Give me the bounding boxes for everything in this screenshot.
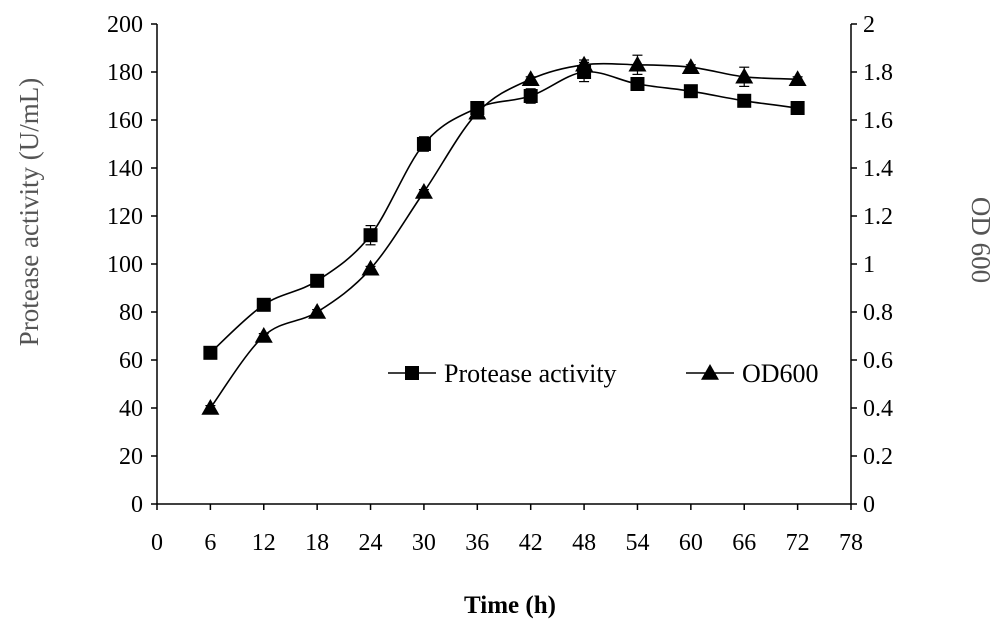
marker-protease [256, 297, 271, 312]
legend: Protease activity OD600 [388, 359, 819, 388]
legend-label-od600: OD600 [742, 359, 819, 388]
y-tick-label: 160 [107, 108, 143, 134]
y2-tick-label: 1.4 [863, 156, 893, 182]
marker-protease [310, 273, 325, 288]
y-axis-title: Protease activity (U/mL) [14, 78, 44, 346]
error-bars [205, 54, 803, 411]
x-tick-label: 48 [572, 530, 596, 556]
legend-marker-od600 [701, 364, 719, 380]
x-tick-label: 72 [786, 530, 810, 556]
y-tick-label: 140 [107, 156, 143, 182]
marker-protease [737, 93, 752, 108]
x-tick-label: 0 [151, 530, 163, 556]
y-tick-label: 60 [119, 348, 143, 374]
marker-od600 [575, 55, 594, 72]
marker-od600 [681, 58, 700, 74]
y2-tick-label: 0.6 [863, 348, 893, 374]
x-tick-label: 12 [252, 530, 276, 556]
y2-tick-label: 1.2 [863, 204, 893, 230]
x-axis-title: Time (h) [464, 592, 556, 619]
ticks: 0 6 12 18 24 30 36 42 48 54 60 66 72 7802040608010012… [107, 12, 893, 556]
x-tick-label: 30 [412, 530, 436, 556]
series-lines [209, 62, 798, 409]
marker-od600 [788, 70, 807, 86]
y-tick-label: 120 [107, 204, 143, 230]
series-line-od600 [209, 62, 798, 409]
marker-protease [523, 89, 538, 103]
legend-marker-protease [405, 366, 419, 380]
y2-tick-label: 0.2 [863, 444, 893, 470]
x-tick-label: 24 [359, 530, 383, 556]
x-tick-label: 54 [625, 530, 649, 556]
legend-label-protease: Protease activity [444, 359, 617, 388]
marker-od600 [414, 183, 433, 199]
y-tick-label: 80 [119, 300, 143, 326]
y-tick-label: 200 [107, 12, 143, 38]
x-tick-label: 42 [519, 530, 543, 556]
x-tick-label: 60 [679, 530, 703, 556]
y2-tick-label: 2 [863, 12, 875, 38]
marker-protease [203, 345, 218, 360]
y-tick-label: 20 [119, 444, 143, 470]
y2-tick-label: 0.4 [863, 396, 893, 422]
y2-tick-label: 0 [863, 492, 875, 518]
y2-tick-label: 0.8 [863, 300, 893, 326]
x-tick-label: 6 [204, 530, 216, 556]
marker-protease [683, 84, 698, 99]
marker-od600 [628, 55, 647, 72]
marker-od600 [201, 399, 220, 415]
y2-tick-label: 1.6 [863, 108, 893, 134]
y-tick-label: 40 [119, 396, 143, 422]
y-tick-label: 180 [107, 60, 143, 86]
x-tick-label: 36 [465, 530, 489, 556]
y-tick-label: 100 [107, 252, 143, 278]
x-tick-label: 78 [839, 530, 863, 556]
x-tick-label: 18 [305, 530, 329, 556]
y2-tick-label: 1 [863, 252, 875, 278]
y2-axis-title: OD 600 [966, 197, 996, 283]
marker-od600 [521, 70, 540, 86]
marker-protease [630, 77, 645, 91]
marker-od600 [735, 67, 754, 84]
series-line-protease [209, 71, 798, 354]
marker-od600 [254, 327, 273, 343]
marker-od600 [361, 259, 380, 276]
y-tick-label: 0 [131, 492, 143, 518]
markers [201, 55, 807, 415]
marker-protease [416, 137, 431, 151]
marker-od600 [468, 103, 487, 120]
x-tick-label: 66 [732, 530, 756, 556]
marker-od600 [308, 303, 327, 319]
marker-protease [790, 101, 805, 115]
y2-tick-label: 1.8 [863, 60, 893, 86]
marker-protease [363, 228, 378, 243]
